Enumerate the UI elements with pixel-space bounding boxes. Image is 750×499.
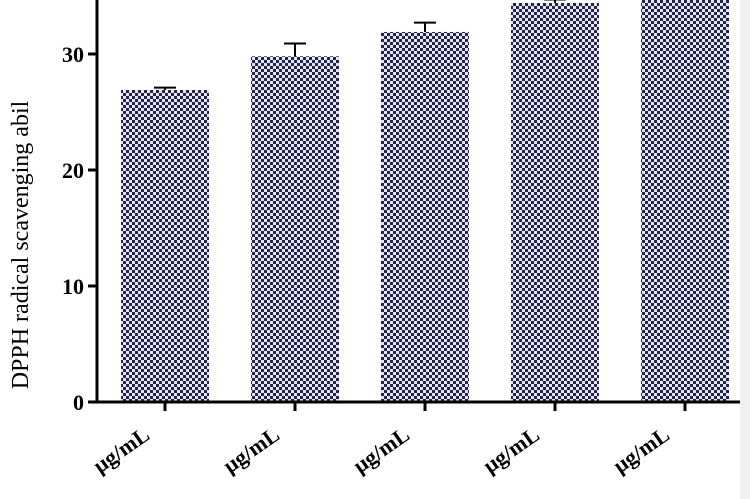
bar-5 bbox=[641, 0, 729, 402]
bar-4 bbox=[511, 2, 599, 403]
bar-2 bbox=[251, 56, 339, 402]
y-tick-label: 10 bbox=[62, 274, 84, 299]
y-tick-label: 30 bbox=[62, 42, 84, 67]
y-tick-label: 20 bbox=[62, 158, 84, 183]
x-tick-label: μg/mL bbox=[218, 422, 284, 478]
x-tick-label: μg/mL bbox=[608, 422, 674, 478]
x-tick-label: μg/mL bbox=[88, 422, 154, 478]
x-tick-label: μg/mL bbox=[348, 422, 414, 478]
y-tick-label: 0 bbox=[73, 390, 84, 415]
x-tick-label: μg/mL bbox=[478, 422, 544, 478]
bar-3 bbox=[381, 31, 469, 403]
plot-area bbox=[121, 0, 729, 403]
bar-1 bbox=[121, 89, 209, 403]
y-axis-label: DPPH radical scavenging abil bbox=[8, 100, 34, 389]
right-edge-strip bbox=[740, 0, 750, 499]
